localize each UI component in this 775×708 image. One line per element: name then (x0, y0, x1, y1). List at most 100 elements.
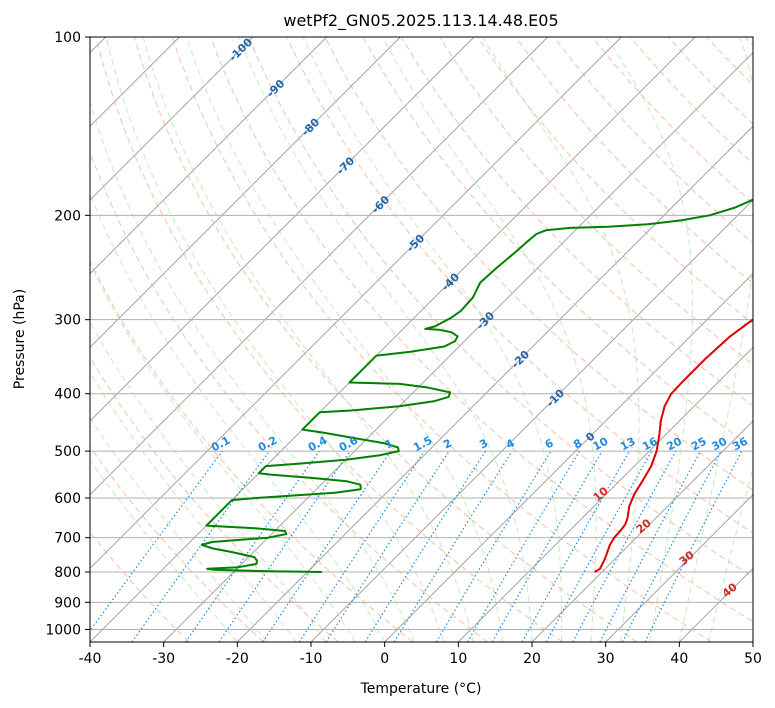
mixing-ratio-line (364, 450, 486, 642)
isotherm-line (90, 37, 475, 422)
mixing-ratio-line (298, 450, 425, 642)
dry-adiabat-line (95, 37, 563, 642)
dewpoint-profile-line (200, 198, 753, 573)
isotherm-label: -50 (404, 232, 427, 255)
moist-adiabat-line (678, 37, 753, 642)
isotherm-line (163, 52, 753, 642)
x-tick-label: -10 (300, 651, 323, 667)
moist-adiabat-line (606, 37, 693, 642)
mixing-ratio-line (521, 450, 631, 642)
isotherm-line (90, 37, 401, 348)
mixing-ratio-label: 4 (504, 436, 517, 451)
isotherm-label: -20 (509, 348, 532, 371)
moist-adiabat-line (238, 37, 533, 642)
dry-adiabat-line (90, 259, 414, 642)
y-tick-label: 500 (54, 444, 81, 460)
y-tick-label: 700 (54, 531, 81, 547)
mixing-ratio-label: 16 (640, 435, 660, 454)
mixing-ratio-label: 6 (543, 436, 556, 451)
plot-area (90, 37, 753, 642)
mixing-ratio-label: 13 (618, 435, 638, 454)
moist-adiabat-line (708, 465, 753, 642)
isotherm-line (90, 37, 327, 275)
x-tick-label: 20 (523, 651, 541, 667)
x-tick-label: -30 (152, 651, 175, 667)
dry-adiabat-line (744, 37, 753, 47)
mixing-ratio-line (393, 450, 513, 642)
mixing-ratio-line (218, 450, 351, 642)
y-tick-label: 800 (54, 565, 81, 581)
moist-adiabat-line (90, 321, 327, 642)
x-tick-label: -20 (226, 651, 249, 667)
y-tick-label: 300 (54, 313, 81, 329)
y-tick-label: 900 (54, 595, 81, 611)
mixing-ratio-line (644, 450, 743, 642)
isotherm-label: -60 (369, 193, 392, 216)
moist-adiabat-label: 30 (677, 548, 697, 568)
dry-adiabat-line (515, 37, 753, 284)
x-axis-label: Temperature (°C) (360, 681, 482, 697)
isotherm-label: -100 (226, 35, 255, 64)
moist-adiabat-line (90, 417, 268, 642)
moist-adiabat-line (481, 37, 640, 642)
moist-adiabat-line (186, 37, 503, 642)
isotherm-line (384, 273, 753, 642)
temperature-profile-line (594, 318, 753, 573)
x-tick-label: 40 (670, 651, 688, 667)
mixing-ratio-line (545, 450, 653, 642)
dry-adiabat-line (90, 150, 488, 642)
dry-adiabat-line (90, 445, 264, 642)
mixing-ratio-line (599, 450, 702, 642)
isotherm-line (752, 641, 753, 642)
moist-adiabat-line (90, 99, 415, 642)
moist-adiabat-line (90, 459, 238, 642)
dry-adiabat-line (171, 37, 712, 642)
mixing-ratio-label: 20 (664, 435, 684, 454)
y-tick-label: 400 (54, 387, 81, 403)
dry-adiabat-line (90, 356, 339, 642)
isotherm-line (458, 346, 753, 642)
isotherm-line (531, 420, 753, 642)
chart-title: wetPf2_GN05.2025.113.14.48.E05 (283, 11, 558, 31)
mixing-ratio-line (131, 450, 270, 642)
mixing-ratio-label: 30 (710, 435, 730, 454)
dry-adiabat-line (133, 37, 638, 642)
x-tick-label: 0 (380, 651, 389, 667)
dry-adiabat-line (210, 37, 753, 623)
isotherm-line (237, 125, 753, 642)
plot-frame (89, 36, 754, 643)
mixing-ratio-label: 2 (441, 436, 454, 451)
isotherm-line (90, 37, 548, 496)
isotherm-label: -30 (474, 309, 497, 332)
y-tick-label: 1000 (45, 622, 81, 638)
x-tick-label: 50 (744, 651, 762, 667)
isotherm-label: -80 (299, 115, 322, 138)
isotherm-label: -10 (544, 386, 567, 409)
moist-adiabat-line (142, 37, 474, 642)
axes: -40 -30 -20 -10 0 10 20 30 40 5010009008007006005… (45, 30, 762, 667)
moist-adiabat-line (302, 37, 563, 642)
mixing-ratio-label: 25 (689, 435, 709, 454)
isotherm-line (310, 199, 753, 642)
moist-adiabat-line (90, 262, 356, 642)
mixing-ratio-label: 36 (730, 435, 750, 454)
dry-adiabat-line (286, 37, 753, 534)
mixing-ratio-line (325, 450, 450, 642)
isotherm-line (90, 37, 696, 642)
mixing-ratio-line (185, 450, 320, 642)
mixing-ratio-label: 10 (591, 435, 611, 454)
moist-adiabat-label: 20 (634, 516, 654, 536)
mixing-ratio-line (572, 450, 677, 642)
isotherm-line (90, 37, 622, 569)
isotherm-label: -90 (264, 77, 287, 100)
mixing-ratio-line (262, 450, 392, 642)
y-tick-label: 600 (54, 491, 81, 507)
mixing-ratio-line (466, 450, 580, 642)
y-axis-label: Pressure (hPa) (12, 289, 28, 389)
y-tick-label: 100 (54, 30, 81, 46)
moist-adiabat-line (90, 371, 297, 642)
x-tick-label: -40 (79, 651, 102, 667)
x-tick-label: 30 (597, 651, 615, 667)
x-tick-label: 10 (449, 651, 467, 667)
